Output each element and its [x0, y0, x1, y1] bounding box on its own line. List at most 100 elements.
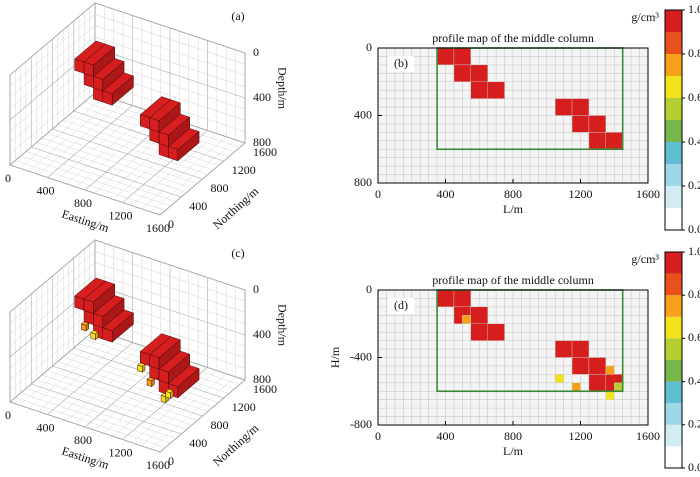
panel-label: (a): [231, 9, 244, 23]
colorbar-tick-label: 0.2: [688, 417, 700, 431]
density-cell: [605, 391, 615, 400]
grid-line: [9, 329, 96, 403]
grid-line: [9, 307, 96, 380]
panel-label: (c): [231, 246, 244, 260]
grid-line: [41, 374, 192, 426]
x-tick-label: 800: [504, 429, 522, 443]
chart-title: profile map of the middle column: [432, 273, 594, 287]
panel-label: (d): [394, 298, 408, 312]
voxel-front: [165, 390, 171, 399]
voxel: [80, 321, 90, 332]
voxel: [92, 295, 125, 329]
grid-line: [94, 2, 246, 54]
voxel-side: [95, 331, 99, 341]
grid-line: [25, 388, 177, 439]
grid-line: [94, 273, 246, 324]
density-cell: [453, 289, 472, 308]
density-cell: [605, 365, 615, 375]
x-tick-label: 1200: [109, 445, 133, 459]
grid-line: [9, 239, 96, 313]
voxel-side: [151, 378, 155, 388]
grid-line: [9, 251, 96, 324]
y-tick-label: 0: [168, 454, 174, 468]
grid-line: [94, 36, 246, 87]
x-axis-label: L/m: [503, 444, 524, 458]
voxel: [137, 362, 146, 373]
y-tick-label: 1600: [253, 382, 277, 396]
colorbar-frame: [664, 251, 683, 469]
colorbar-segment: [665, 295, 682, 317]
voxel: [165, 388, 174, 400]
y-tick-label: 400: [189, 199, 207, 213]
density-cell: [470, 64, 488, 82]
label-bg: [388, 298, 414, 314]
x-tick-label: 0: [5, 408, 11, 422]
x-tick-label: 1600: [636, 429, 660, 443]
x-tick-label: 1200: [569, 429, 593, 443]
grid-line: [9, 14, 96, 87]
density-cell: [571, 382, 581, 392]
voxel: [102, 309, 134, 343]
grid-line: [57, 361, 208, 412]
grid-line: [9, 318, 96, 391]
colorbar-segment: [665, 273, 682, 296]
voxel: [158, 350, 191, 384]
colorbar-segment: [665, 360, 682, 382]
y-tick-label: 800: [211, 181, 229, 195]
y-tick-label: 0: [366, 40, 372, 54]
y-tick-label: 800: [354, 175, 372, 189]
x-axis-label: Easting/m: [60, 207, 111, 236]
x-tick-label: 1200: [569, 187, 593, 201]
density-cell: [588, 115, 607, 133]
density-cell: [554, 98, 573, 116]
colorbar-tick-label: 0.8: [688, 287, 700, 301]
grid-line: [9, 25, 96, 98]
grid-line: [9, 262, 96, 335]
z-tick-label: 800: [253, 135, 271, 149]
y-tick-label: 1200: [232, 400, 256, 414]
density-cell: [470, 306, 488, 324]
y-tick-label: 0: [366, 282, 372, 296]
colorbar-tick-label: 0.0: [688, 460, 700, 474]
voxel-front: [81, 323, 87, 332]
z-tick-label: 0: [253, 45, 259, 59]
grid-line: [63, 119, 214, 171]
colorbar-segment: [665, 54, 682, 76]
voxel-front: [160, 395, 167, 403]
density-cell: [554, 374, 564, 384]
grid-line: [47, 133, 198, 184]
grid-line: [9, 273, 96, 346]
grid-line: [94, 251, 246, 302]
density-cell: [571, 98, 590, 116]
grid-line: [68, 115, 219, 166]
density-cell: [462, 315, 472, 324]
z-axis-label: Depth/m: [275, 304, 289, 347]
x-axis-label: Easting/m: [60, 444, 111, 473]
grid-line: [9, 2, 96, 76]
grid-line: [63, 356, 214, 408]
colorbar-segment: [665, 76, 682, 98]
voxel-front: [146, 379, 152, 387]
colorbar-tick-label: 0.0: [688, 222, 700, 236]
grid-line: [9, 81, 96, 154]
x-axis-label: L/m: [503, 202, 524, 216]
voxel: [102, 72, 134, 106]
x-tick-label: 1200: [109, 208, 133, 222]
x-tick-label: 1600: [146, 221, 170, 235]
voxel-side: [85, 322, 89, 332]
grid-line: [31, 146, 182, 198]
grid-line: [94, 262, 246, 313]
y-tick-label: 400: [354, 107, 372, 121]
grid-line: [20, 392, 171, 444]
grid-line: [20, 155, 171, 207]
voxel-front: [137, 364, 143, 373]
y-tick-label: -400: [350, 349, 372, 363]
colorbar-label: g/cm³: [631, 10, 659, 24]
grid-line: [36, 142, 187, 193]
x-tick-label: 400: [37, 420, 55, 434]
density-cell: [436, 47, 455, 66]
density-cell: [453, 64, 472, 82]
density-cell: [470, 323, 488, 341]
grid-line: [94, 239, 246, 291]
colorbar-segment: [665, 316, 682, 339]
